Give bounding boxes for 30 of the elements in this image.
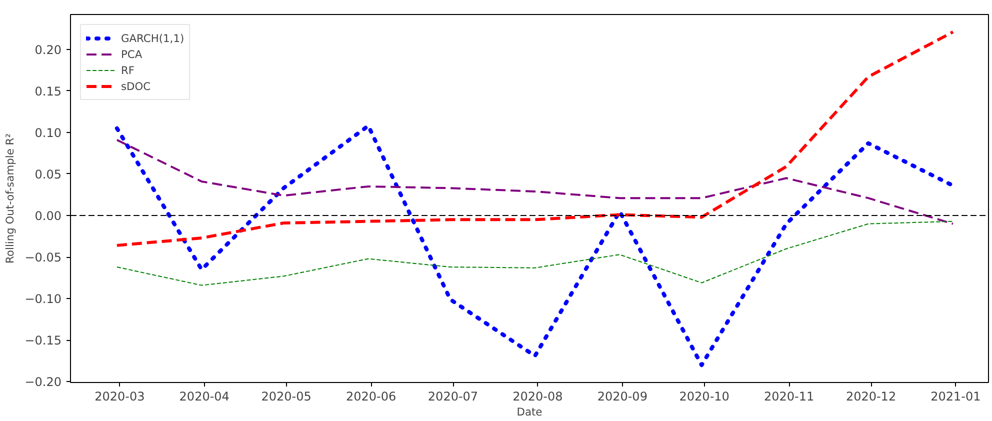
x-axis-title: Date xyxy=(516,406,542,418)
x-tick-label: 2020-08 xyxy=(512,390,563,404)
legend-label: PCA xyxy=(121,48,142,60)
y-tick-label: 0.10 xyxy=(34,126,62,140)
legend-label: RF xyxy=(121,64,136,76)
y-tick-label: 0.15 xyxy=(34,84,62,98)
x-tick-label: 2020-05 xyxy=(261,390,312,404)
line-series xyxy=(116,220,954,286)
y-tick-label: 0.20 xyxy=(34,42,62,57)
x-tick-label: 2020-11 xyxy=(764,390,814,404)
line-series xyxy=(115,30,954,247)
x-tick-label: 2020-03 xyxy=(94,390,145,404)
y-axis-title: Rolling Out-of-sample R² xyxy=(4,134,17,264)
line-series xyxy=(116,138,954,225)
y-tick-label: 0.00 xyxy=(34,209,62,224)
legend-label: sDOC xyxy=(121,80,151,92)
y-tick-label: −0.15 xyxy=(24,334,62,348)
y-tick-label: −0.10 xyxy=(24,292,62,306)
x-tick-label: 2020-07 xyxy=(428,390,478,404)
y-tick-label: −0.05 xyxy=(24,250,62,265)
x-tick-label: 2020-10 xyxy=(679,390,730,404)
y-tick-label: 0.05 xyxy=(34,167,62,182)
line-series xyxy=(114,124,955,368)
x-tick-label: 2021-01 xyxy=(930,390,981,404)
x-tick-label: 2020-04 xyxy=(179,390,230,404)
legend-label: GARCH(1,1) xyxy=(121,32,184,44)
y-tick-label: −0.20 xyxy=(24,375,62,390)
x-tick-label: 2020-12 xyxy=(846,390,896,404)
x-tick-label: 2020-09 xyxy=(597,390,648,404)
x-tick-label: 2020-06 xyxy=(346,390,396,404)
